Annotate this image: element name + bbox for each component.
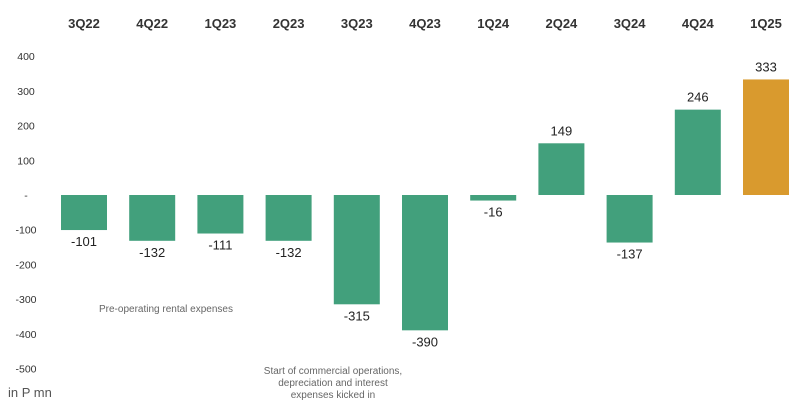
y-tick-label: -400 <box>15 329 36 341</box>
y-tick-label: -100 <box>15 225 36 237</box>
bars <box>61 79 789 331</box>
bar <box>606 195 653 243</box>
category-label: 1Q24 <box>477 16 510 31</box>
bar-value-label: 149 <box>551 123 573 138</box>
category-label: 3Q24 <box>614 16 647 31</box>
bar <box>402 195 448 331</box>
category-label: 4Q23 <box>409 16 441 31</box>
bar-value-label: -137 <box>617 247 643 262</box>
y-tick-label: 300 <box>17 86 35 98</box>
bar <box>129 195 176 241</box>
y-tick-label: 200 <box>17 121 35 133</box>
bar-value-label: -16 <box>484 205 503 220</box>
unit-label: in P mn <box>8 385 52 400</box>
category-labels: 3Q22 4Q22 1Q23 2Q23 3Q23 4Q23 1Q24 2Q24 3Q24 4Q24… <box>68 16 782 31</box>
category-label: 3Q22 <box>68 16 100 31</box>
bar <box>61 195 107 231</box>
bar-value-label: -132 <box>276 245 302 260</box>
bar <box>197 195 244 234</box>
category-label: 2Q23 <box>273 16 305 31</box>
annotation-text: Start of commercial operations, depreciat… <box>264 366 402 401</box>
bar <box>674 109 721 195</box>
bar-value-label: -390 <box>412 334 438 349</box>
annotations: Pre-operating rental expenses Start of co… <box>99 304 402 401</box>
y-tick-label: -500 <box>15 364 36 376</box>
annotation-text: Pre-operating rental expenses <box>99 304 233 315</box>
y-tick-label: - <box>24 190 28 202</box>
y-tick-label: 100 <box>17 155 35 167</box>
bar-value-label: 333 <box>755 59 777 74</box>
category-label: 4Q24 <box>682 16 715 31</box>
bar-value-label: -111 <box>208 238 232 253</box>
category-label: 4Q22 <box>136 16 168 31</box>
y-tick-label: -300 <box>15 294 36 306</box>
bar-value-label: 246 <box>687 90 709 105</box>
bar <box>265 195 312 241</box>
category-label: 1Q23 <box>204 16 236 31</box>
y-axis-tick-labels: 400 300 200 100 - -100 -200 -300 -400 -500 <box>15 51 36 375</box>
y-tick-label: 400 <box>17 51 35 63</box>
bar-value-label: -315 <box>344 308 370 323</box>
bar <box>538 143 585 195</box>
category-label: 3Q23 <box>341 16 373 31</box>
bar <box>743 79 789 195</box>
category-label: 2Q24 <box>545 16 578 31</box>
bar-value-label: -101 <box>71 234 97 249</box>
bar-value-label: -132 <box>139 245 165 260</box>
bar <box>333 195 380 305</box>
y-tick-label: -200 <box>15 259 36 271</box>
bar-data-labels: -101 -132 -111 -132 -315 -390 -16 149 -137 246 333 <box>71 59 777 349</box>
bar <box>470 195 517 201</box>
category-label: 1Q25 <box>750 16 782 31</box>
